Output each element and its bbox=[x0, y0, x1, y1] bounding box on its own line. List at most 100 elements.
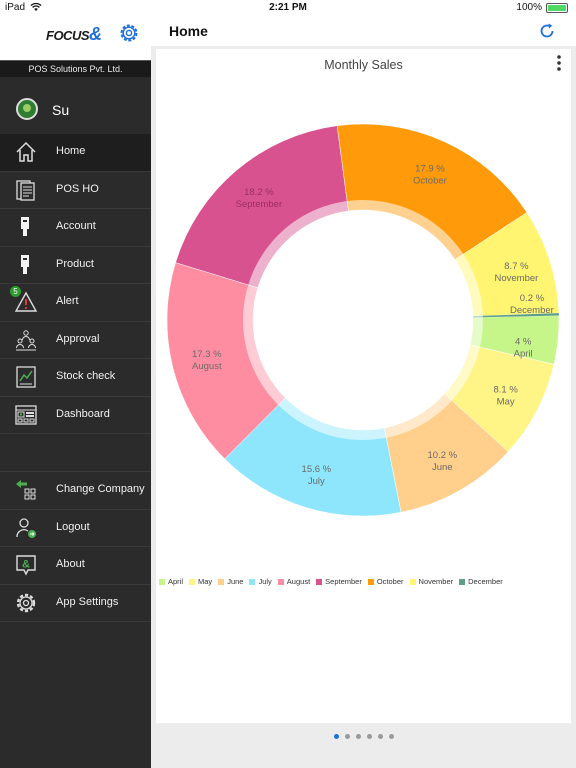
data-label-december-value: 0.2 % bbox=[520, 293, 545, 304]
logout-icon bbox=[14, 516, 38, 540]
legend-item-august[interactable]: August bbox=[277, 577, 311, 586]
data-label-october-value: 17.9 % bbox=[415, 164, 445, 175]
legend-label: May bbox=[198, 577, 213, 586]
data-label-august-value: 17.3 % bbox=[192, 349, 222, 360]
legend-swatch bbox=[459, 578, 466, 585]
home-icon bbox=[14, 140, 38, 164]
legend-label: October bbox=[376, 577, 404, 586]
sidebar-item-label: Logout bbox=[56, 520, 90, 533]
product-icon bbox=[14, 253, 38, 277]
legend-label: September bbox=[325, 577, 362, 586]
brand-header: FOCUS& bbox=[0, 16, 151, 60]
account-icon bbox=[14, 215, 38, 239]
legend-item-october[interactable]: October bbox=[367, 577, 404, 586]
sidebar-item-account[interactable]: Account bbox=[0, 209, 151, 247]
legend-swatch bbox=[159, 578, 165, 585]
refresh-icon[interactable] bbox=[538, 22, 556, 40]
main-content: Home 4 % April 8.1 % May 10.2 % June 15.6 % Jul… bbox=[151, 16, 576, 768]
more-options-icon[interactable] bbox=[555, 54, 563, 74]
page-dot[interactable] bbox=[377, 734, 383, 739]
sidebar-item-label: Alert bbox=[56, 295, 79, 307]
sidebar-item-stock-check[interactable]: Stock check bbox=[0, 359, 151, 397]
alert-icon: 5 bbox=[10, 286, 38, 314]
settings-gear-icon[interactable] bbox=[117, 21, 141, 45]
sidebar-item-label: Stock check bbox=[56, 370, 116, 382]
data-label-november-value: 8.7 % bbox=[504, 261, 529, 272]
page-indicator bbox=[151, 734, 576, 744]
legend-item-may[interactable]: May bbox=[189, 577, 212, 586]
documents-icon bbox=[14, 178, 38, 202]
legend-item-november[interactable]: November bbox=[409, 577, 453, 586]
sidebar-item-about[interactable]: & About bbox=[0, 547, 151, 585]
menu-separator bbox=[0, 434, 151, 472]
navigation-bar: Home bbox=[151, 16, 576, 46]
data-label-december-name: December bbox=[510, 305, 554, 316]
sidebar-item-label: Account bbox=[56, 220, 96, 232]
legend-swatch bbox=[218, 578, 225, 585]
chart-title: Monthly Sales bbox=[324, 58, 403, 72]
sidebar-item-approval[interactable]: Approval bbox=[0, 322, 151, 359]
about-icon: & bbox=[14, 553, 38, 577]
sidebar-item-change-company[interactable]: Change Company bbox=[0, 472, 151, 510]
company-name: POS Solutions Pvt. Ltd. bbox=[0, 60, 151, 77]
donut-inner-ring bbox=[243, 200, 483, 440]
legend-label: June bbox=[227, 577, 244, 586]
legend-item-september[interactable]: September bbox=[316, 577, 362, 586]
carrier-label: iPad bbox=[5, 2, 26, 13]
page-dot[interactable] bbox=[333, 734, 339, 739]
sidebar-item-home[interactable]: Home bbox=[0, 134, 151, 172]
page-dot[interactable] bbox=[344, 734, 350, 739]
page-dot[interactable] bbox=[388, 734, 394, 739]
legend-item-july[interactable]: July bbox=[249, 577, 272, 586]
sidebar-item-alert[interactable]: 5 Alert bbox=[0, 284, 151, 322]
alert-badge: 5 bbox=[10, 286, 21, 297]
data-label-september-value: 18.2 % bbox=[244, 187, 274, 198]
sidebar-item-label: POS HO bbox=[56, 182, 99, 195]
sidebar-item-dashboard[interactable]: Dashboard bbox=[0, 397, 151, 434]
slice-december[interactable] bbox=[472, 313, 559, 318]
sidebar-item-label: About bbox=[56, 558, 85, 570]
legend-label: April bbox=[168, 577, 184, 586]
app-logo: FOCUS& bbox=[46, 24, 102, 44]
svg-text:&: & bbox=[22, 559, 30, 571]
app-settings-icon bbox=[14, 591, 38, 615]
legend-label: December bbox=[468, 577, 503, 586]
data-label-september-name: September bbox=[236, 199, 282, 210]
approval-icon bbox=[14, 328, 38, 352]
sidebar-item-app-settings[interactable]: App Settings bbox=[0, 585, 151, 622]
legend-swatch bbox=[249, 578, 256, 585]
sidebar-item-label: App Settings bbox=[56, 595, 119, 608]
dashboard-icon bbox=[14, 403, 38, 427]
stock-check-icon bbox=[14, 365, 38, 389]
legend-label: August bbox=[286, 577, 311, 586]
sidebar-item-product[interactable]: Product bbox=[0, 247, 151, 284]
sidebar-item-label: Product bbox=[56, 257, 94, 270]
data-label-august-name: August bbox=[192, 361, 222, 372]
page-title: Home bbox=[169, 23, 208, 39]
legend-item-december[interactable]: December bbox=[459, 577, 503, 586]
data-label-october-name: October bbox=[413, 176, 447, 187]
page-dot[interactable] bbox=[355, 734, 361, 739]
legend-swatch bbox=[367, 578, 374, 585]
legend-item-june[interactable]: June bbox=[218, 577, 243, 586]
chart-legend: April May June July August September October No… bbox=[159, 577, 509, 589]
change-company-icon bbox=[14, 478, 38, 502]
sidebar-item-label: Approval bbox=[56, 332, 100, 345]
user-profile[interactable]: Su bbox=[0, 94, 151, 132]
battery-percent: 100% bbox=[516, 2, 542, 13]
legend-swatch bbox=[189, 578, 196, 585]
sidebar-item-label: Dashboard bbox=[56, 407, 110, 420]
status-bar: iPad 2:21 PM 100% bbox=[0, 0, 576, 16]
page-dot[interactable] bbox=[366, 734, 372, 739]
data-label-june-name: June bbox=[432, 462, 453, 473]
data-label-july-name: July bbox=[308, 476, 325, 487]
sidebar-item-pos-ho[interactable]: POS HO bbox=[0, 172, 151, 209]
sidebar-menu: Home POS HO Account Product 5 Alert bbox=[0, 134, 151, 622]
legend-swatch bbox=[409, 578, 416, 585]
sidebar-item-logout[interactable]: Logout bbox=[0, 510, 151, 547]
data-label-april-value: 4 % bbox=[515, 337, 532, 348]
legend-item-april[interactable]: April bbox=[159, 577, 183, 586]
sidebar-item-label: Change Company bbox=[56, 483, 145, 495]
data-label-may-value: 8.1 % bbox=[494, 385, 519, 396]
sidebar-item-label: Home bbox=[56, 145, 86, 157]
